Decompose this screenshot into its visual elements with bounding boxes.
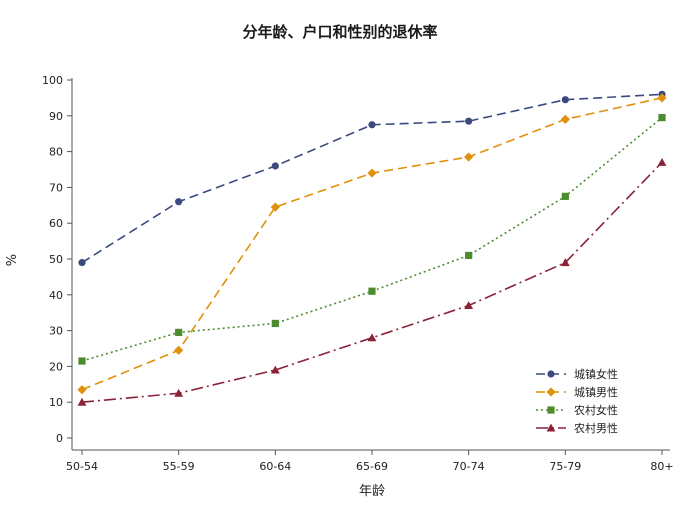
legend-item: 农村女性	[536, 403, 618, 417]
series-4	[77, 157, 667, 406]
chart-title: 分年龄、户口和性别的退休率	[242, 23, 437, 41]
legend-marker	[547, 406, 555, 414]
y-tick-label: 80	[49, 146, 63, 159]
data-point	[175, 198, 183, 206]
data-point	[368, 121, 376, 129]
y-tick-label: 70	[49, 181, 63, 194]
data-point	[561, 96, 569, 104]
data-point	[367, 168, 377, 178]
data-point	[560, 114, 570, 124]
data-point	[78, 357, 86, 365]
data-point	[270, 365, 280, 374]
data-point	[464, 301, 474, 310]
series-line	[81, 116, 663, 362]
series-2	[77, 93, 667, 395]
data-point	[560, 258, 570, 267]
data-point	[174, 388, 184, 397]
y-tick-label: 40	[49, 289, 63, 302]
x-tick-label: 70-74	[453, 460, 485, 473]
y-tick-label: 90	[49, 110, 63, 123]
series-line	[81, 97, 663, 391]
x-tick-label: 75-79	[549, 460, 581, 473]
series-3	[78, 113, 666, 365]
x-tick-label: 55-59	[163, 460, 195, 473]
legend-item: 农村男性	[536, 421, 618, 435]
data-point	[77, 397, 87, 406]
legend-marker	[547, 370, 555, 378]
data-point	[78, 258, 86, 267]
series-line	[81, 93, 663, 264]
data-point	[174, 345, 184, 355]
data-point	[368, 287, 376, 295]
data-point	[465, 251, 473, 260]
data-point	[561, 192, 569, 200]
series-line	[81, 161, 663, 403]
data-point	[658, 113, 666, 122]
legend-label: 城镇男性	[574, 385, 618, 399]
data-point	[657, 157, 667, 166]
y-tick-label: 100	[42, 74, 63, 87]
data-point	[271, 162, 279, 170]
y-tick-label: 60	[49, 217, 63, 230]
y-tick-label: 10	[49, 396, 63, 409]
data-point	[657, 93, 667, 103]
legend-marker	[546, 423, 556, 432]
series-layer	[77, 90, 667, 406]
x-axis-label: 年龄	[359, 484, 385, 499]
x-tick-label: 50-54	[66, 460, 98, 473]
x-tick-label: 65-69	[356, 460, 388, 473]
legend-item: 城镇男性	[536, 385, 618, 399]
data-point	[77, 385, 87, 395]
y-tick-label: 0	[56, 432, 63, 445]
y-tick-label: 50	[49, 253, 63, 266]
data-point	[464, 152, 474, 162]
y-tick-label: 20	[49, 360, 63, 373]
axes: 0 10 20 30 40 50 60 70 80 90 100 50-54 55-59 60-64 65-…	[42, 74, 674, 473]
legend-item: 城镇女性	[536, 367, 618, 381]
data-point	[270, 202, 280, 212]
y-tick-label: 30	[49, 325, 63, 338]
x-tick-label: 80+	[650, 460, 673, 473]
legend-label: 农村女性	[574, 403, 618, 417]
x-tick-label: 60-64	[259, 460, 291, 473]
legend-marker	[546, 387, 556, 397]
y-axis-label: %	[5, 254, 20, 266]
data-point	[175, 328, 183, 336]
data-point	[367, 333, 377, 342]
data-point	[271, 319, 279, 328]
legend-label: 农村男性	[574, 421, 618, 435]
legend-label: 城镇女性	[574, 367, 618, 381]
data-point	[465, 117, 473, 125]
